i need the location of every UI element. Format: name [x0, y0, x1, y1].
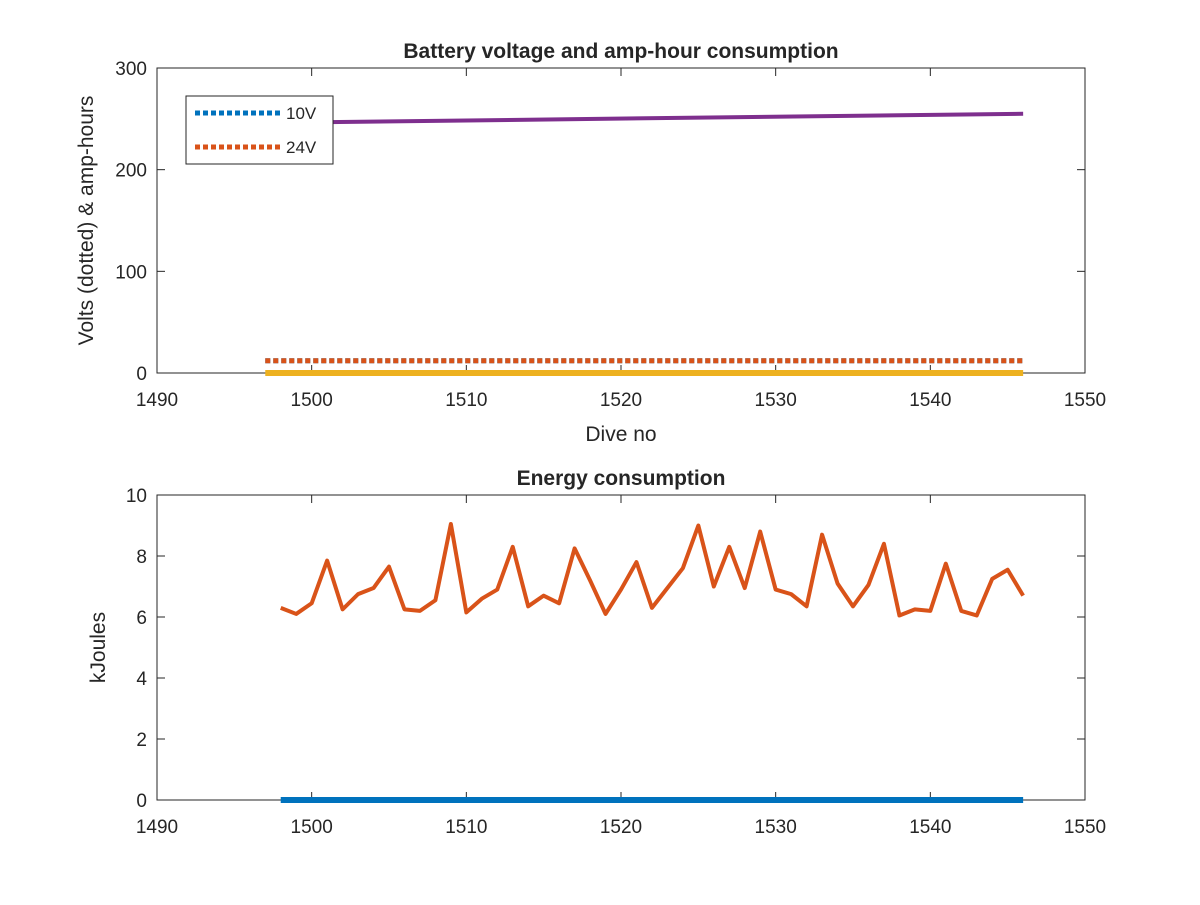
- subplot-1: 1490 1500 1510 1520 1530 1540 1550 0 100 200 300 Ba…: [75, 40, 1106, 446]
- subplot-2: 1490 1500 1510 1520 1530 1540 1550 0 2 4 6 8 10 Energ…: [87, 467, 1106, 838]
- chart-title: Battery voltage and amp-hour consumption: [403, 40, 838, 63]
- x-tick-label: 1500: [291, 817, 333, 838]
- series-line-4: [265, 111, 1024, 125]
- y-axis-label: kJoules: [87, 612, 110, 683]
- y-tick-label: 200: [115, 161, 147, 182]
- legend-label: 10V: [286, 104, 317, 123]
- x-tick-label: 1520: [600, 817, 642, 838]
- y-tick-label: 6: [136, 608, 147, 629]
- chart-title: Energy consumption: [517, 467, 726, 490]
- y-tick-label: 0: [136, 364, 147, 385]
- y-tick-label: 300: [115, 59, 147, 80]
- x-tick-label: 1490: [136, 817, 178, 838]
- x-tick-label: 1520: [600, 390, 642, 411]
- x-axis-label: Dive no: [585, 423, 656, 446]
- legend: 10V 24V: [185, 95, 334, 165]
- x-tick-label: 1510: [445, 390, 487, 411]
- axes-box: [156, 494, 1086, 801]
- legend-box: [185, 95, 334, 165]
- x-tick-label: 1540: [909, 817, 951, 838]
- y-tick-label: 4: [136, 669, 147, 690]
- y-tick-label: 100: [115, 262, 147, 283]
- x-tick-label: 1540: [909, 390, 951, 411]
- x-tick-label: 1490: [136, 390, 178, 411]
- y-tick-label: 10: [126, 486, 147, 507]
- y-tick-label: 0: [136, 791, 147, 812]
- x-tick-label: 1530: [755, 817, 797, 838]
- y-tick-label: 2: [136, 730, 147, 751]
- x-tick-label: 1550: [1064, 390, 1106, 411]
- y-tick-label: 8: [136, 547, 147, 568]
- x-tick-label: 1550: [1064, 817, 1106, 838]
- x-tick-label: 1510: [445, 817, 487, 838]
- series-line-2: [279, 521, 1025, 618]
- x-tick-label: 1530: [755, 390, 797, 411]
- x-tick-label: 1500: [291, 390, 333, 411]
- legend-label: 24V: [286, 138, 317, 157]
- y-axis-label: Volts (dotted) & amp-hours: [75, 96, 98, 346]
